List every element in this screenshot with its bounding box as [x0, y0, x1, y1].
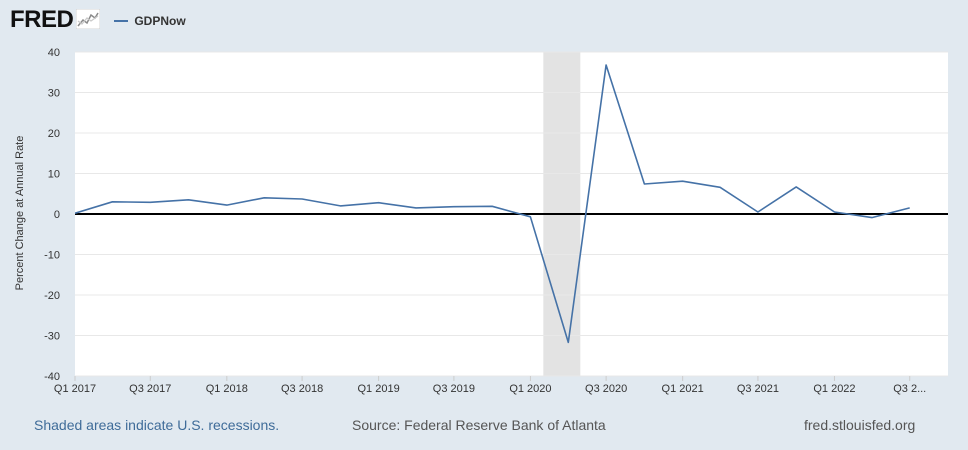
data-point[interactable] [832, 210, 836, 214]
data-point[interactable] [566, 340, 570, 344]
data-point[interactable] [110, 200, 114, 204]
data-point[interactable] [642, 182, 646, 186]
chart-header: FRED GDPNow [10, 6, 186, 34]
x-tick-label: Q1 2018 [206, 383, 248, 395]
y-tick-label: 20 [48, 128, 60, 140]
x-tick-label: Q3 2017 [129, 383, 171, 395]
y-axis-label: Percent Change at Annual Rate [14, 136, 26, 291]
data-point[interactable] [414, 206, 418, 210]
data-point[interactable] [794, 185, 798, 189]
data-point[interactable] [262, 196, 266, 200]
data-point[interactable] [604, 63, 608, 67]
legend-line-swatch [114, 20, 129, 22]
data-point[interactable] [718, 185, 722, 189]
data-point[interactable] [35, 206, 39, 210]
data-point[interactable] [681, 179, 685, 183]
y-tick-label: -40 [44, 371, 60, 383]
data-point[interactable] [490, 204, 494, 208]
series-line-gdpnow[interactable] [37, 64, 910, 344]
x-tick-label: Q1 2019 [358, 383, 400, 395]
data-point[interactable] [148, 200, 152, 204]
data-point[interactable] [300, 197, 304, 201]
y-tick-label: 30 [48, 88, 60, 100]
y-tick-label: 10 [48, 169, 60, 181]
x-tick-label: Q3 2018 [281, 383, 323, 395]
data-point[interactable] [908, 206, 912, 210]
x-tick-label: Q3 2... [893, 383, 926, 395]
data-point[interactable] [73, 211, 77, 215]
data-point[interactable] [870, 216, 874, 220]
chart-legend[interactable]: GDPNow [114, 14, 186, 28]
data-point[interactable] [225, 203, 229, 207]
y-tick-label: 0 [54, 209, 60, 221]
y-tick-label: -30 [44, 331, 60, 343]
x-tick-label: Q3 2020 [585, 383, 627, 395]
x-tick-label: Q3 2019 [433, 383, 475, 395]
source-note: Source: Federal Reserve Bank of Atlanta [352, 417, 606, 433]
recession-note-link[interactable]: Shaded areas indicate U.S. recessions. [34, 417, 280, 433]
data-point[interactable] [452, 205, 456, 209]
data-point[interactable] [338, 204, 342, 208]
x-tick-label: Q1 2021 [662, 383, 704, 395]
y-tick-label: 40 [48, 47, 60, 59]
x-tick-label: Q1 2020 [509, 383, 551, 395]
x-tick-label: Q1 2022 [813, 383, 855, 395]
data-point[interactable] [528, 215, 532, 219]
data-point[interactable] [756, 210, 760, 214]
x-tick-label: Q1 2017 [54, 383, 96, 395]
data-point[interactable] [187, 198, 191, 202]
x-tick-label: Q3 2021 [737, 383, 779, 395]
y-tick-label: -10 [44, 250, 60, 262]
fred-logo[interactable]: FRED [10, 6, 74, 33]
legend-label: GDPNow [134, 14, 186, 28]
data-point[interactable] [377, 201, 381, 205]
fred-site-link[interactable]: fred.stlouisfed.org [804, 417, 916, 433]
y-tick-label: -20 [44, 290, 60, 302]
